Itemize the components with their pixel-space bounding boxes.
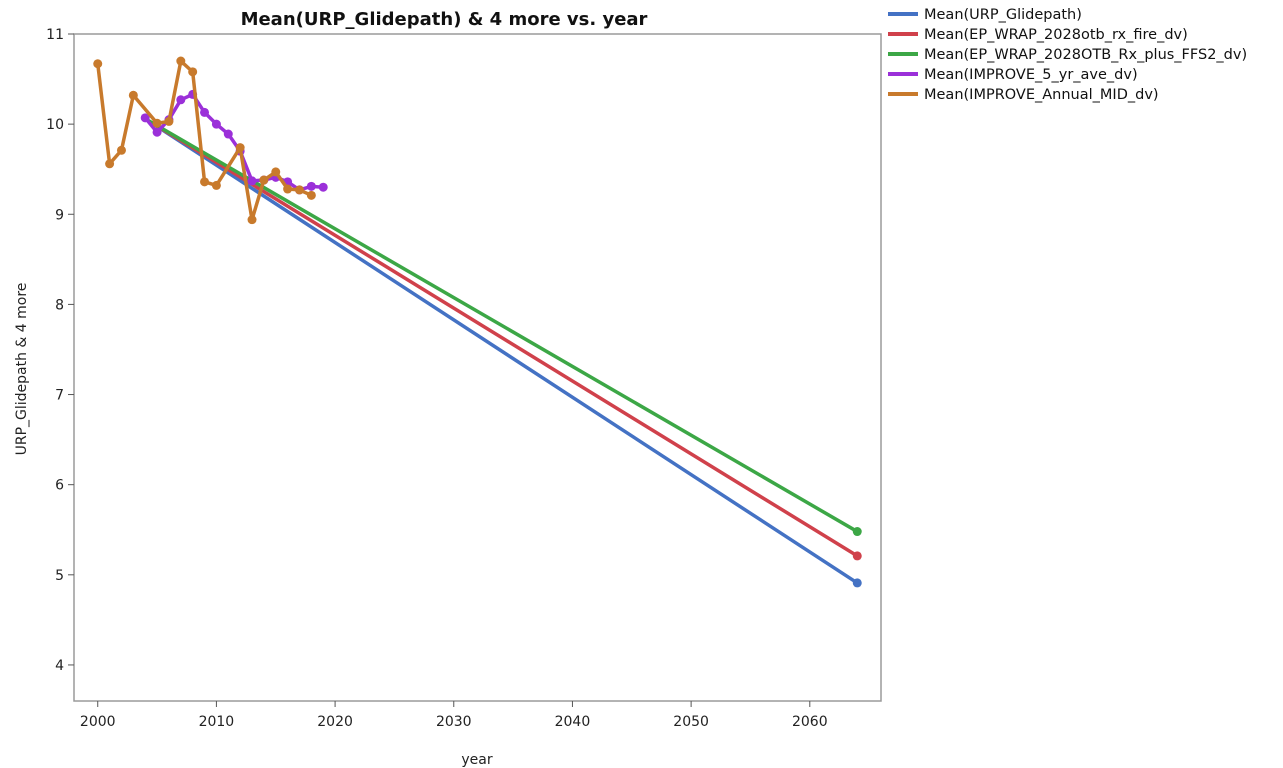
series-mean-ep-wrap-2028otb-rx-plus-ffs2-dv (143, 116, 862, 537)
legend-item-mean-improve-5-yr-ave-dv: Mean(IMPROVE_5_yr_ave_dv) (888, 67, 1138, 83)
y-tick-label: 10 (46, 117, 64, 133)
data-point (176, 56, 186, 66)
data-point (271, 167, 281, 177)
data-point (247, 176, 257, 186)
data-point (259, 175, 269, 185)
series-line (143, 116, 860, 558)
legend-label: Mean(EP_WRAP_2028otb_rx_fire_dv) (924, 27, 1188, 43)
legend-item-mean-improve-annual-mid-dv: Mean(IMPROVE_Annual_MID_dv) (888, 87, 1159, 103)
legend-item-mean-urp-glidepath: Mean(URP_Glidepath) (888, 7, 1082, 23)
data-point (105, 159, 115, 169)
data-point (128, 90, 138, 100)
y-tick-label: 11 (46, 27, 64, 43)
legend: Mean(URP_Glidepath) Mean(EP_WRAP_2028otb_… (888, 7, 1247, 103)
series-mean-ep-wrap-2028otb-rx-fire-dv (143, 116, 862, 561)
data-point (152, 127, 162, 137)
data-point (283, 184, 293, 194)
y-tick-label: 5 (55, 568, 64, 584)
data-point (235, 143, 245, 153)
series-line (143, 116, 860, 585)
data-point (223, 129, 233, 139)
data-point (176, 95, 186, 105)
data-point (211, 119, 221, 129)
data-point (306, 190, 316, 200)
plot-area (93, 56, 862, 588)
y-axis: 4 5 6 7 8 9 10 11 (46, 27, 74, 674)
x-tick-label: 2010 (199, 714, 235, 730)
data-point (294, 185, 304, 195)
y-tick-label: 6 (55, 478, 64, 494)
data-point (140, 113, 150, 123)
plot-frame (73, 33, 882, 702)
legend-label: Mean(URP_Glidepath) (924, 7, 1082, 23)
x-tick-label: 2020 (317, 714, 353, 730)
legend-label: Mean(IMPROVE_Annual_MID_dv) (924, 87, 1159, 103)
data-point (852, 551, 862, 561)
data-point (852, 578, 862, 588)
series-line (143, 92, 325, 192)
series-mean-improve-annual-mid-dv (93, 56, 316, 225)
y-tick-label: 9 (55, 207, 64, 223)
data-point (200, 177, 210, 187)
y-tick-label: 4 (55, 658, 64, 674)
data-point (188, 67, 198, 77)
data-point (306, 181, 316, 191)
data-point (247, 215, 257, 225)
legend-label: Mean(EP_WRAP_2028OTB_Rx_plus_FFS2_dv) (924, 47, 1247, 63)
x-tick-label: 2060 (792, 714, 828, 730)
legend-label: Mean(IMPROVE_5_yr_ave_dv) (924, 67, 1138, 83)
y-tick-label: 8 (55, 297, 64, 313)
series-mean-urp-glidepath (143, 116, 862, 588)
x-tick-label: 2040 (555, 714, 591, 730)
x-axis: 2000 2010 2020 2030 2040 2050 2060 (80, 701, 828, 730)
data-point (211, 180, 221, 190)
legend-item-mean-ep-wrap-2028otb-rx-plus-ffs2-dv: Mean(EP_WRAP_2028OTB_Rx_plus_FFS2_dv) (888, 47, 1247, 63)
data-point (318, 182, 328, 192)
data-point (93, 59, 103, 69)
x-tick-label: 2030 (436, 714, 472, 730)
chart-title: Mean(URP_Glidepath) & 4 more vs. year (241, 9, 648, 30)
y-axis-title: URP_Glidepath & 4 more (14, 283, 30, 456)
data-point (200, 107, 210, 117)
data-point (164, 116, 174, 126)
data-point (116, 145, 126, 155)
legend-item-mean-ep-wrap-2028otb-rx-fire-dv: Mean(EP_WRAP_2028otb_rx_fire_dv) (888, 27, 1188, 43)
x-axis-title: year (461, 752, 492, 768)
x-tick-label: 2000 (80, 714, 116, 730)
data-point (152, 118, 162, 128)
y-tick-label: 7 (55, 388, 64, 404)
x-tick-label: 2050 (673, 714, 709, 730)
series-line (143, 116, 860, 534)
data-point (852, 527, 862, 537)
